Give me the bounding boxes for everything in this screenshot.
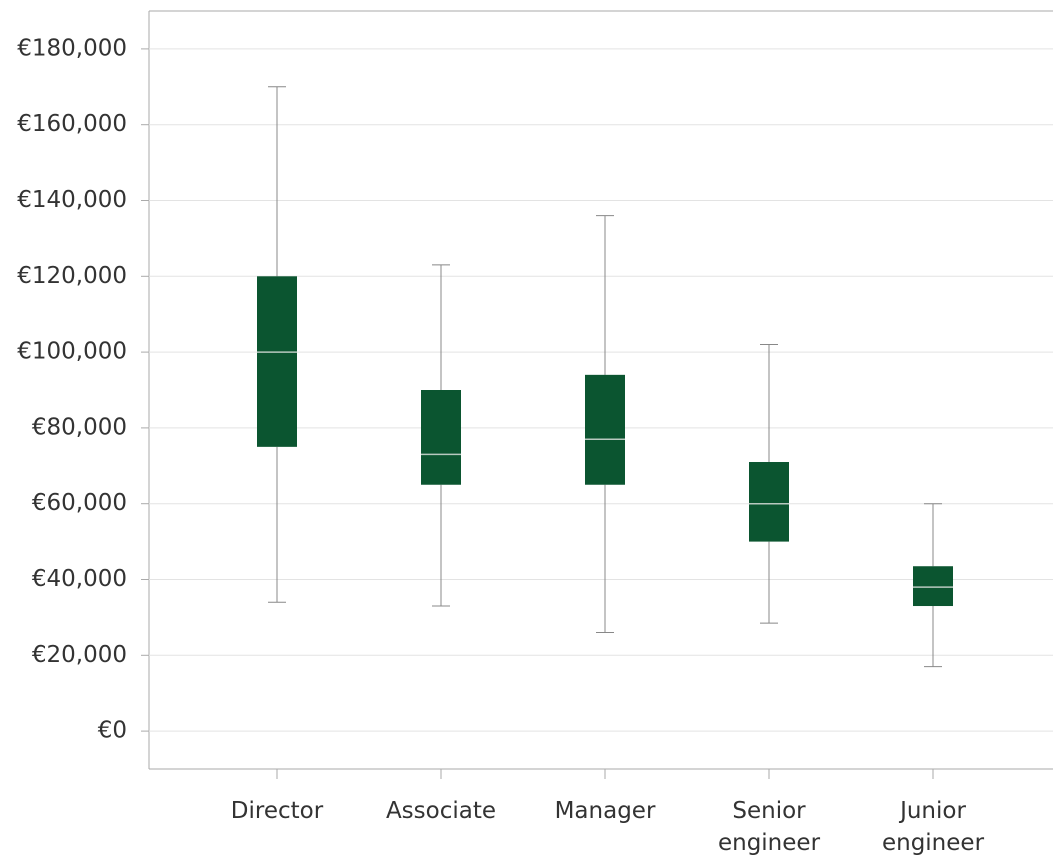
box xyxy=(257,276,297,447)
box xyxy=(585,374,625,485)
y-tick-label: €20,000 xyxy=(32,642,127,668)
y-tick-label: €0 xyxy=(98,718,127,744)
y-tick-label: €60,000 xyxy=(32,490,127,516)
box xyxy=(421,390,461,485)
y-tick-label: €40,000 xyxy=(32,566,127,592)
box xyxy=(749,462,789,542)
box xyxy=(913,566,953,607)
y-tick-label: €100,000 xyxy=(17,339,127,365)
x-tick-label: Senior engineer xyxy=(717,798,821,856)
y-tick-label: €120,000 xyxy=(17,263,127,289)
x-tick-label: Junior engineer xyxy=(881,798,985,856)
x-tick-label: Associate xyxy=(385,798,497,824)
y-tick-label: €80,000 xyxy=(32,414,127,440)
x-tick-label: Manager xyxy=(554,798,656,824)
y-tick-label: €140,000 xyxy=(17,187,127,213)
x-tick-label: Director xyxy=(230,798,324,824)
y-tick-label: €160,000 xyxy=(17,111,127,137)
y-tick-label: €180,000 xyxy=(17,35,127,61)
